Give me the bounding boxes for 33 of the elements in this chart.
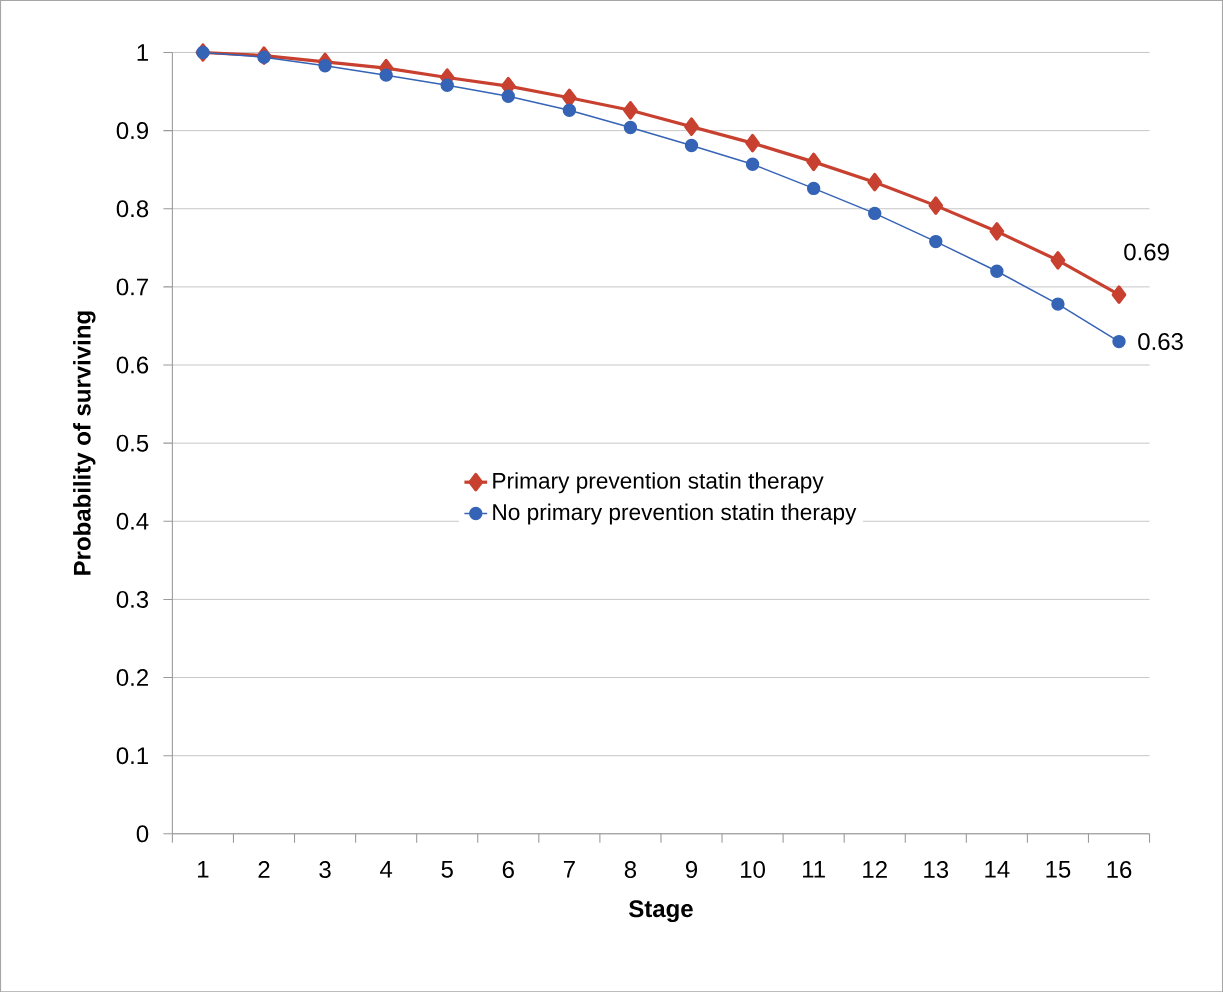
y-axis-title: Probability of surviving: [73, 311, 96, 575]
x-axis-title: Stage: [629, 900, 693, 922]
y-tick-label: 0: [136, 825, 149, 843]
x-tick-label: 12: [863, 860, 887, 878]
y-tick-label: 0.5: [116, 434, 149, 452]
x-tick-label: 14: [985, 860, 1010, 878]
y-tick-label: 0.7: [116, 278, 148, 296]
legend-label: Primary prevention statin therapy: [493, 472, 824, 494]
x-tick-label: 9: [685, 860, 698, 878]
x-tick-label: 8: [624, 860, 637, 878]
x-tick-label: 13: [924, 860, 949, 878]
data-label: 0.69: [1124, 243, 1169, 261]
y-tick-label: 0.3: [116, 590, 149, 608]
x-tick-label: 2: [258, 860, 270, 878]
y-tick-label: 0.9: [116, 122, 148, 139]
y-tick-label: 0.1: [116, 747, 148, 765]
x-tick-label: 10: [741, 860, 765, 878]
x-tick-label: 15: [1046, 860, 1071, 878]
legend-label: No primary prevention statin therapy: [493, 503, 857, 525]
y-tick-label: 0.8: [116, 200, 149, 218]
y-tick-label: 0.2: [116, 668, 148, 686]
x-tick-label: 6: [502, 860, 514, 878]
x-tick-label: 16: [1107, 860, 1132, 878]
x-tick-label: 1: [198, 860, 209, 878]
x-tick-label: 11: [803, 860, 825, 878]
y-tick-label: 1: [137, 44, 148, 61]
x-tick-label: 5: [441, 860, 453, 878]
x-tick-label: 7: [563, 860, 575, 878]
data-label: 0.63: [1138, 332, 1183, 350]
y-tick-label: 0.6: [116, 356, 149, 374]
x-tick-label: 3: [319, 860, 331, 878]
x-tick-label: 4: [380, 860, 393, 878]
y-tick-label: 0.4: [116, 512, 149, 530]
